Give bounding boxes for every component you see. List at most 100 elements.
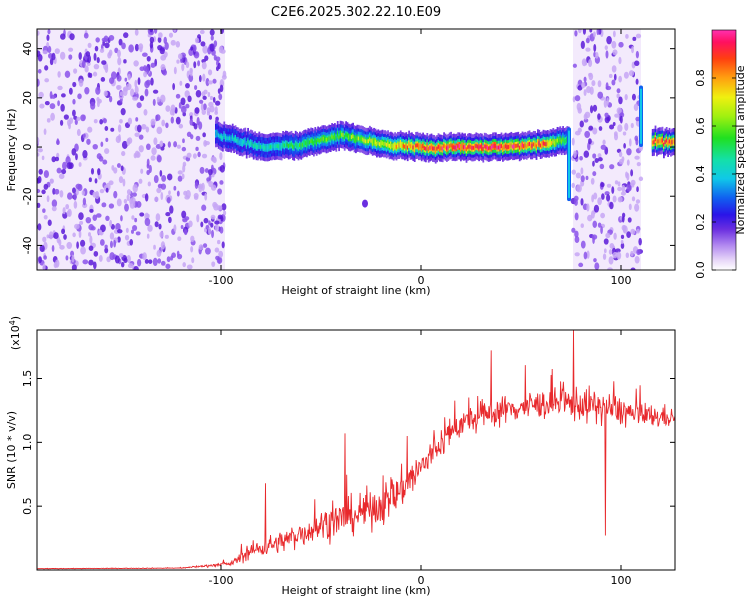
noise-speckle — [145, 79, 151, 86]
noise-speckle — [93, 119, 98, 124]
noise-speckle — [203, 217, 209, 224]
noise-speckle — [138, 134, 144, 140]
noise-speckle — [201, 153, 208, 159]
noise-speckle — [202, 95, 207, 100]
noise-speckle — [574, 212, 579, 221]
noise-speckle — [130, 229, 134, 234]
noise-speckle — [84, 65, 89, 73]
spectral-band-cell — [266, 145, 269, 150]
noise-speckle — [176, 59, 180, 64]
spectral-band-cell — [528, 141, 531, 146]
noise-speckle — [147, 224, 153, 232]
noise-speckle — [60, 93, 66, 98]
noise-speckle — [150, 118, 156, 126]
noise-speckle — [591, 80, 596, 87]
noise-speckle — [620, 234, 625, 239]
spectral-band-cell — [433, 146, 436, 151]
noise-speckle — [182, 138, 185, 144]
spectral-band-cell — [453, 145, 455, 150]
noise-speckle — [75, 153, 78, 161]
noise-speckle — [606, 97, 609, 106]
noise-speckle — [175, 93, 181, 99]
noise-speckle — [89, 208, 94, 213]
noise-speckle — [153, 137, 158, 145]
spectral-band-cell — [401, 143, 403, 148]
noise-speckle — [100, 224, 106, 233]
noise-speckle — [183, 229, 188, 236]
noise-speckle — [37, 148, 43, 153]
noise-speckle — [178, 123, 184, 129]
snr-x-tick-label: 100 — [611, 574, 632, 587]
noise-speckle — [159, 47, 165, 55]
noise-speckle — [575, 172, 581, 179]
spectral-band-cell — [317, 138, 319, 142]
spectral-band-cell — [534, 142, 536, 147]
spectral-band-cell — [398, 143, 401, 148]
spectral-band-cell — [285, 142, 287, 147]
noise-speckle — [155, 213, 161, 222]
noise-speckle — [199, 29, 205, 35]
spectral-band-cell — [292, 144, 294, 149]
noise-speckle — [59, 244, 65, 250]
noise-speckle — [185, 82, 190, 89]
spectral-band-cell — [216, 131, 219, 136]
noise-speckle — [623, 71, 629, 79]
noise-speckle — [600, 182, 605, 188]
spectrogram-x-tick-label: 100 — [611, 274, 632, 287]
spectral-band-cell — [356, 136, 359, 141]
noise-speckle — [158, 223, 162, 230]
noise-speckle — [615, 248, 621, 253]
spectral-band-cell — [332, 135, 335, 140]
noise-speckle — [183, 190, 188, 196]
noise-speckle — [165, 211, 171, 217]
spectral-band-cell — [381, 141, 384, 146]
noise-speckle — [636, 228, 640, 234]
noise-speckle — [573, 150, 577, 158]
noise-speckle — [613, 73, 617, 81]
noise-speckle — [144, 259, 149, 264]
spectral-band-cell — [341, 132, 343, 137]
noise-speckle — [162, 69, 168, 76]
noise-speckle — [68, 87, 73, 95]
spectral-band-cell — [306, 141, 308, 146]
noise-speckle — [50, 94, 56, 99]
noise-speckle — [146, 233, 150, 239]
noise-speckle — [592, 160, 595, 167]
noise-speckle — [605, 232, 611, 239]
noise-speckle — [609, 164, 615, 170]
spectral-band-cell — [224, 135, 227, 140]
snr-panel: -100 0 100 0.5 1.0 1.5 Height of straight lin… — [5, 316, 676, 597]
noise-speckle — [159, 231, 164, 238]
noise-speckle — [117, 124, 122, 133]
noise-speckle — [182, 161, 187, 167]
noise-speckle — [159, 170, 163, 177]
noise-speckle — [72, 81, 77, 88]
noise-speckle — [611, 186, 615, 194]
spectral-band-cell — [425, 146, 427, 151]
spectral-band-cell — [250, 141, 252, 146]
noise-speckle — [621, 184, 626, 193]
noise-speckle — [44, 65, 49, 71]
noise-speckle — [218, 93, 223, 101]
spectral-band-cell — [318, 138, 321, 143]
noise-speckle — [635, 199, 641, 204]
noise-speckle — [589, 105, 594, 114]
noise-speckle — [46, 195, 50, 203]
noise-speckle — [95, 213, 102, 218]
noise-speckle — [577, 127, 582, 133]
noise-speckle — [124, 77, 128, 82]
noise-speckle — [216, 205, 223, 211]
spectral-band-cell — [503, 145, 506, 150]
spectral-band-cell — [474, 145, 476, 150]
spectral-band-cell — [555, 140, 557, 145]
noise-speckle — [189, 118, 194, 126]
noise-speckle — [108, 203, 115, 209]
spectral-band-cell — [488, 146, 490, 151]
noise-speckle — [597, 153, 602, 159]
noise-speckle — [204, 55, 209, 61]
spectral-band-cell — [552, 139, 555, 144]
spectral-band-cell — [366, 139, 368, 144]
spectrogram-axes: -100 0 100 -40 -20 0 20 40 — [21, 29, 675, 287]
spectral-band-cell — [430, 145, 433, 150]
noise-speckle — [60, 33, 66, 40]
